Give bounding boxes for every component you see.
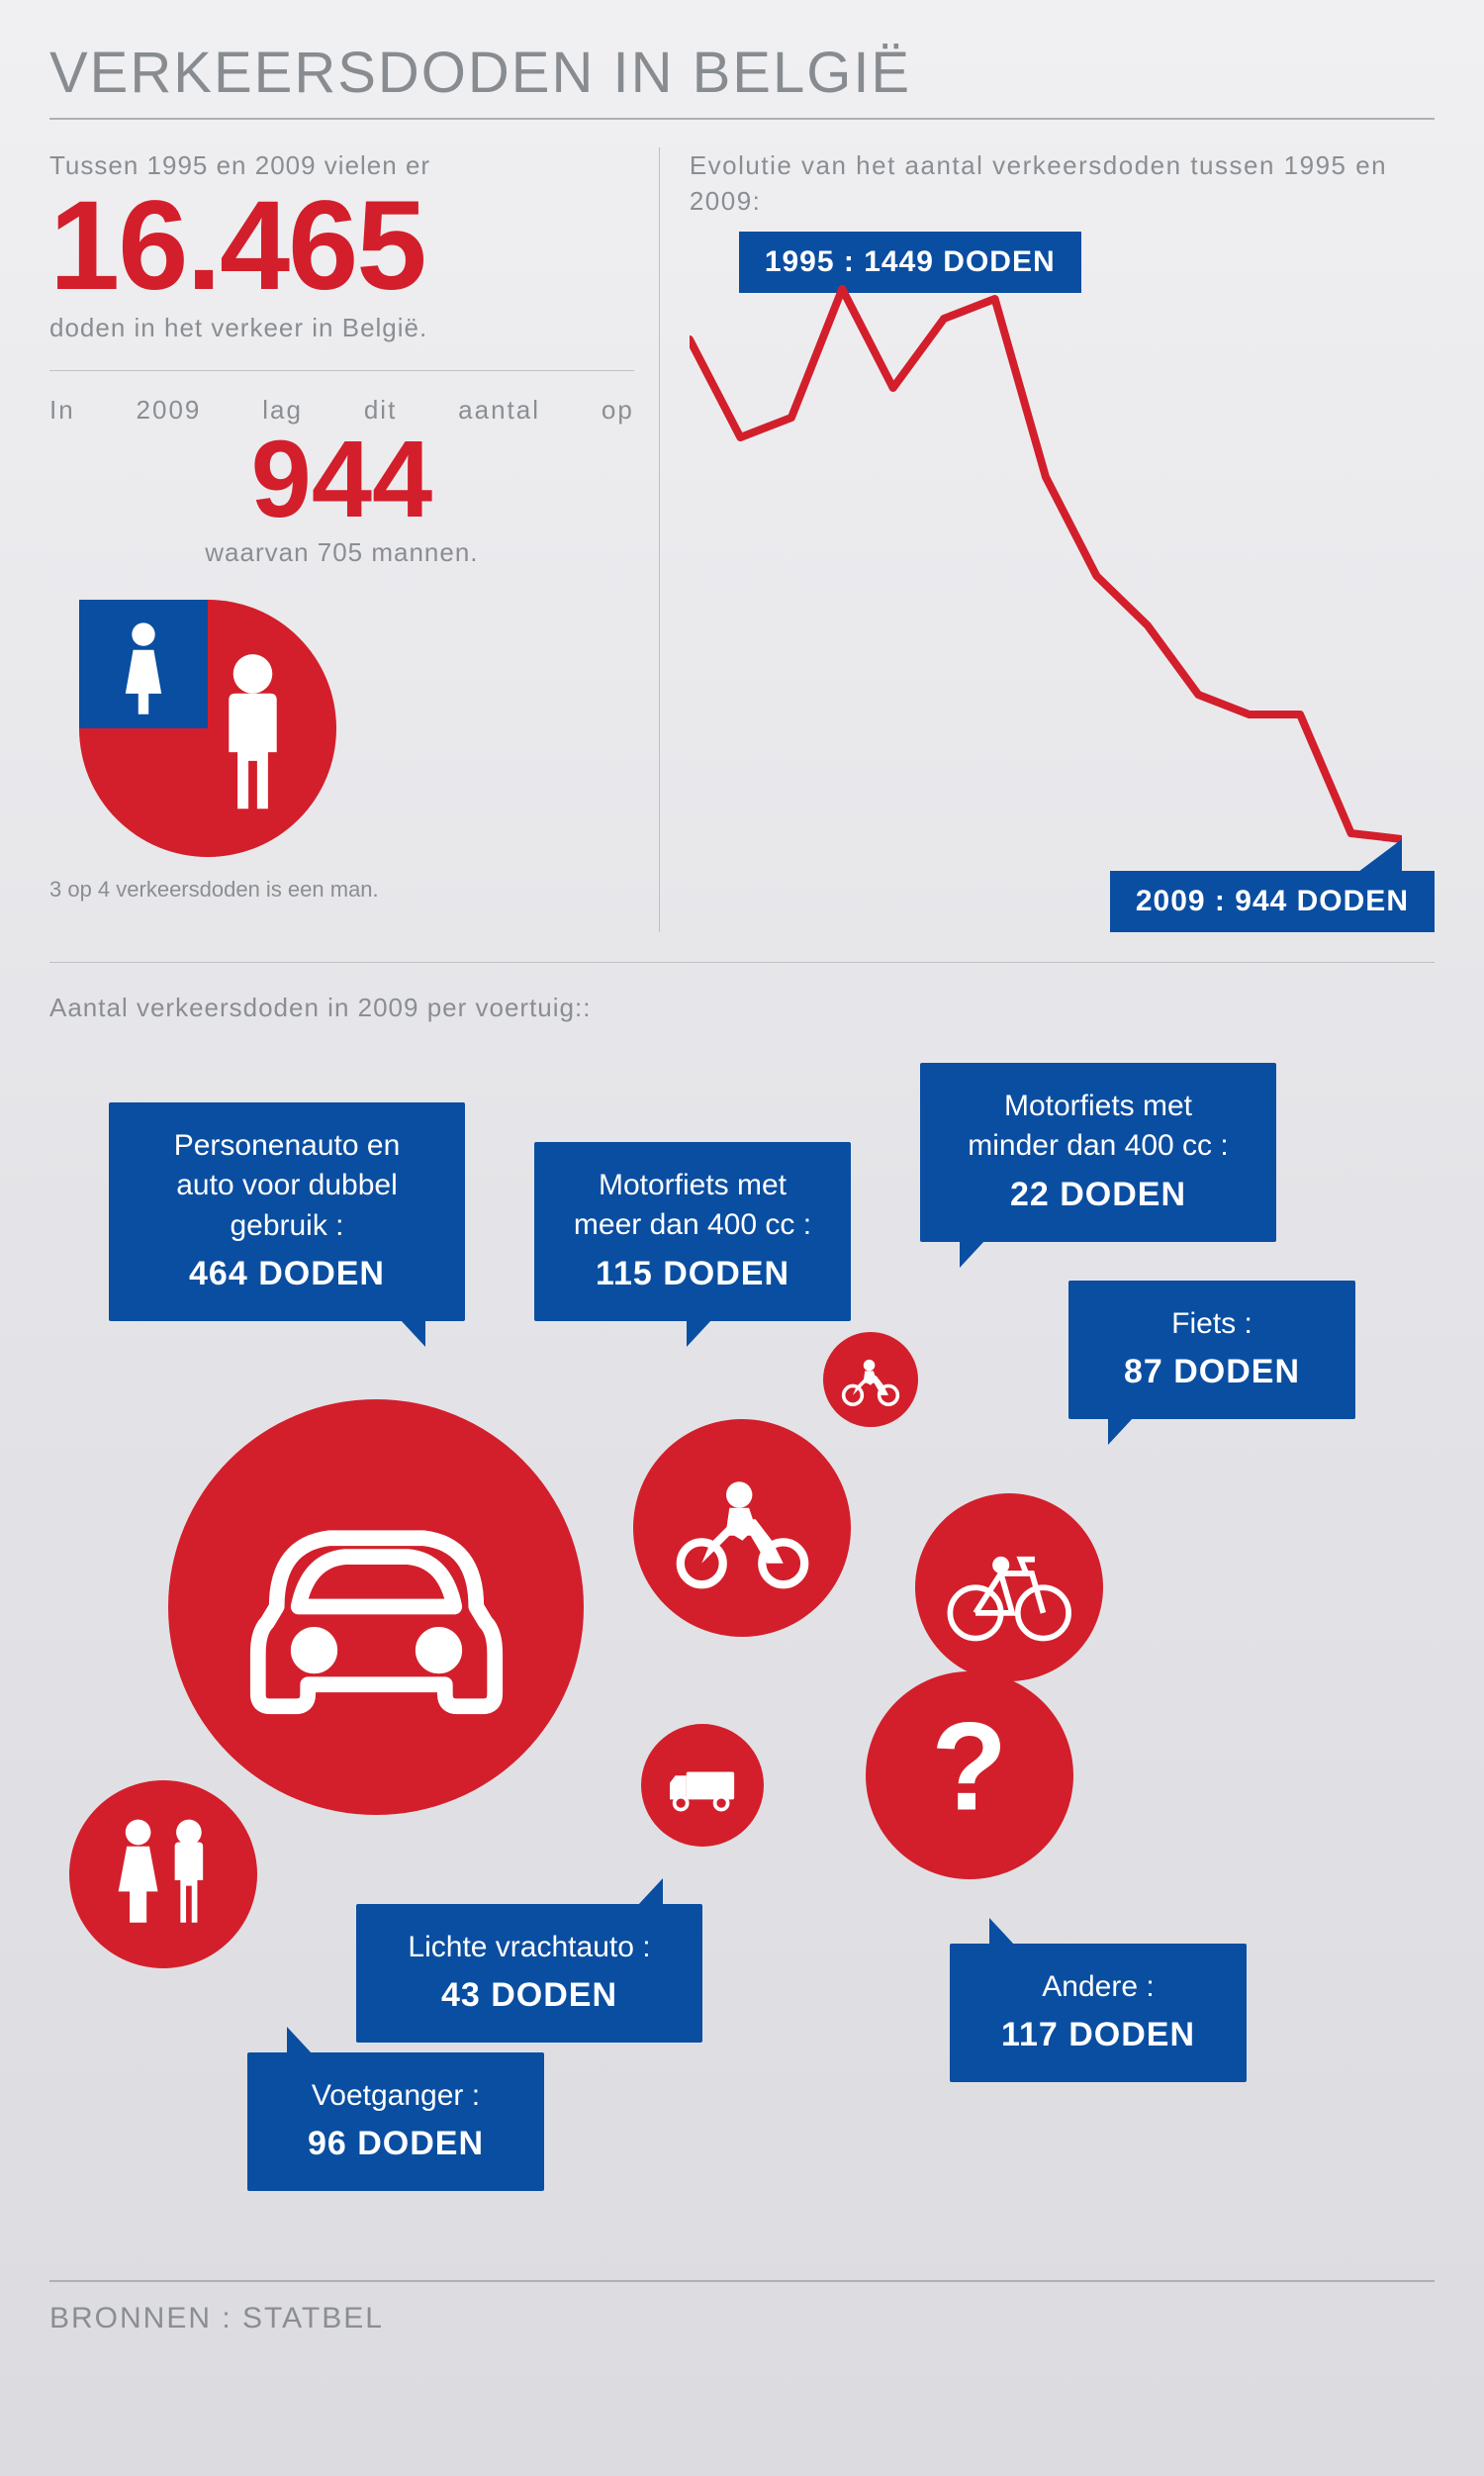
speech-car: Personenauto en auto voor dubbel gebruik :… bbox=[109, 1102, 465, 1321]
right-column: Evolutie van het aantal verkeersdoden tu… bbox=[690, 147, 1435, 932]
speech-label-line: Lichte vrachtauto : bbox=[408, 1931, 650, 1963]
speech-stat: 464 DODEN bbox=[139, 1252, 435, 1297]
circle-other: ? bbox=[866, 1671, 1073, 1879]
car-icon bbox=[221, 1451, 532, 1762]
circle-car bbox=[168, 1399, 584, 1815]
evolution-heading: Evolutie van het aantal verkeersdoden tu… bbox=[690, 147, 1435, 220]
speech-moto_big: Motorfiets met meer dan 400 cc : 115 DODEN bbox=[534, 1142, 851, 1321]
year-deaths-number: 944 bbox=[49, 426, 634, 534]
speech-label-line: Voetganger : bbox=[312, 2079, 480, 2112]
total-deaths-number: 16.465 bbox=[49, 183, 634, 310]
gender-pie-chart bbox=[79, 600, 336, 857]
circle-truck bbox=[641, 1724, 764, 1847]
circle-pedestrian bbox=[69, 1780, 257, 1968]
line-chart-end-label: 2009 : 944 DODEN bbox=[1110, 871, 1435, 932]
pie-caption: 3 op 4 verkeersdoden is een man. bbox=[49, 877, 634, 903]
circle-moto_big bbox=[633, 1419, 851, 1637]
speech-tail bbox=[637, 1878, 663, 1906]
speech-stat: 96 DODEN bbox=[277, 2122, 514, 2167]
moto-icon bbox=[661, 1446, 824, 1609]
speech-tail bbox=[1108, 1417, 1134, 1445]
footer-source: BRONNEN : STATBEL bbox=[49, 2280, 1435, 2335]
top-section: Tussen 1995 en 2009 vielen er 16.465 dod… bbox=[49, 147, 1435, 932]
speech-tail bbox=[400, 1319, 425, 1347]
speech-other: Andere : 117 DODEN bbox=[950, 1944, 1247, 2082]
speech-label-line: meer dan 400 cc : bbox=[574, 1208, 811, 1241]
divider bbox=[49, 370, 634, 371]
sub-post: waarvan 705 mannen. bbox=[49, 534, 634, 570]
speech-label-line: Motorfiets met bbox=[1004, 1090, 1192, 1122]
speech-label-line: Andere : bbox=[1042, 1970, 1154, 2003]
vehicles-section: Personenauto en auto voor dubbel gebruik :… bbox=[49, 1053, 1435, 2240]
speech-label-line: auto voor dubbel bbox=[176, 1169, 398, 1201]
speech-label-line: Fiets : bbox=[1171, 1307, 1252, 1340]
speech-label-line: Personenauto en bbox=[174, 1129, 401, 1162]
question-icon: ? bbox=[891, 1697, 1048, 1854]
speech-stat: 117 DODEN bbox=[979, 2013, 1217, 2058]
speech-stat: 87 DODEN bbox=[1098, 1350, 1326, 1395]
speech-tail bbox=[687, 1319, 712, 1347]
intro-post: doden in het verkeer in België. bbox=[49, 310, 634, 345]
speech-bike: Fiets : 87 DODEN bbox=[1068, 1281, 1355, 1419]
speech-label-line: minder dan 400 cc : bbox=[968, 1129, 1228, 1162]
section-divider bbox=[49, 962, 1435, 963]
speech-stat: 43 DODEN bbox=[386, 1973, 673, 2019]
speech-label-line: Motorfiets met bbox=[599, 1169, 787, 1201]
speech-tail bbox=[287, 2027, 313, 2054]
speech-stat: 115 DODEN bbox=[564, 1252, 821, 1297]
moto-icon bbox=[835, 1344, 906, 1415]
vehicles-heading: Aantal verkeersdoden in 2009 per voertui… bbox=[49, 993, 1435, 1023]
line-chart-svg bbox=[690, 279, 1402, 893]
svg-text:?: ? bbox=[932, 1697, 1008, 1836]
speech-tail bbox=[989, 1918, 1015, 1946]
page-title: VERKEERSDODEN IN BELGIË bbox=[49, 40, 1435, 120]
people-icon bbox=[93, 1804, 234, 1946]
speech-tail bbox=[960, 1240, 985, 1268]
speech-truck: Lichte vrachtauto : 43 DODEN bbox=[356, 1904, 702, 2043]
line-chart: 1995 : 1449 DODEN 2009 : 944 DODEN bbox=[690, 220, 1435, 932]
speech-moto_small: Motorfiets met minder dan 400 cc : 22 DODE… bbox=[920, 1063, 1276, 1242]
truck-icon bbox=[657, 1739, 749, 1831]
speech-pedestrian: Voetganger : 96 DODEN bbox=[247, 2052, 544, 2191]
speech-label-line: gebruik : bbox=[230, 1209, 343, 1242]
speech-stat: 22 DODEN bbox=[950, 1173, 1247, 1218]
circle-bike bbox=[915, 1493, 1103, 1681]
bike-icon bbox=[939, 1517, 1080, 1659]
circle-moto_small bbox=[823, 1332, 918, 1427]
left-column: Tussen 1995 en 2009 vielen er 16.465 dod… bbox=[49, 147, 660, 932]
